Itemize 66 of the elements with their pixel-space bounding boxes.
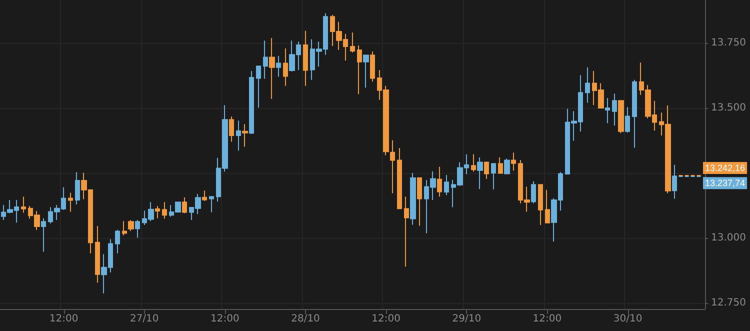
candlestick [471, 154, 476, 172]
candlestick [538, 184, 543, 226]
candlestick [672, 164, 677, 200]
candlestick [491, 163, 496, 190]
y-tick-label: 13.750 [711, 37, 746, 48]
candlestick [209, 196, 214, 213]
candlestick [202, 190, 207, 202]
candlestick [618, 100, 624, 134]
y-tick-label: 12.750 [711, 298, 746, 309]
candlestick [545, 189, 550, 224]
candlestick [95, 226, 100, 284]
candlestick [122, 220, 127, 236]
candlestick [229, 116, 234, 142]
candlestick [115, 229, 120, 254]
ref-line-label: 13.242,16 [705, 163, 746, 174]
candlestick [531, 180, 536, 204]
candlestick [498, 156, 503, 174]
candlestick [357, 45, 362, 95]
candlestick [283, 48, 288, 86]
y-tick-label: 13.500 [711, 102, 746, 114]
candlestick [242, 124, 248, 148]
candlestick [162, 202, 167, 220]
candlestick [155, 206, 160, 219]
x-tick-label: 28/10 [291, 314, 320, 324]
candlestick [41, 218, 46, 252]
x-tick-label: 12:00 [532, 314, 562, 324]
candlestick [410, 172, 416, 226]
candlestick [444, 174, 449, 196]
candlestick [585, 66, 590, 104]
candlestick [632, 79, 637, 148]
candlestick [437, 166, 442, 198]
candlestick [68, 192, 73, 212]
candlestick [350, 32, 355, 54]
candlestick [504, 158, 510, 174]
candlestick [397, 148, 402, 210]
candlestick [75, 172, 80, 205]
x-tick-label: 29/10 [452, 314, 482, 324]
candlestick [363, 54, 369, 88]
candlestick [182, 196, 187, 214]
candlestick [390, 140, 395, 194]
candlestick [276, 55, 281, 78]
candlestick [511, 152, 516, 172]
candlestick [21, 196, 26, 214]
x-tick-label: 27/10 [130, 314, 159, 324]
candlestick [484, 161, 489, 180]
candlestick [263, 40, 268, 80]
candlestick [269, 37, 275, 100]
candlestick [303, 30, 308, 86]
candlestick [417, 177, 422, 226]
candlestick [612, 93, 617, 126]
candlestick [135, 220, 140, 238]
candlestick [236, 120, 241, 152]
candlestick [477, 156, 483, 190]
candlestick [404, 196, 409, 268]
candlestick [249, 70, 254, 134]
candlestick [605, 98, 610, 124]
candlestick [128, 220, 134, 232]
candlestick [625, 106, 630, 134]
x-tick-label: 12:00 [49, 314, 78, 324]
x-tick-label: 12:00 [372, 314, 400, 324]
y-tick-label: 13.000 [711, 232, 746, 244]
candlestick [370, 51, 375, 82]
x-tick-label: 12:00 [210, 314, 240, 324]
ref-line-label: 13.237,74 [705, 178, 746, 188]
x-tick-label: 30/10 [613, 314, 642, 324]
candlestick [256, 66, 261, 108]
